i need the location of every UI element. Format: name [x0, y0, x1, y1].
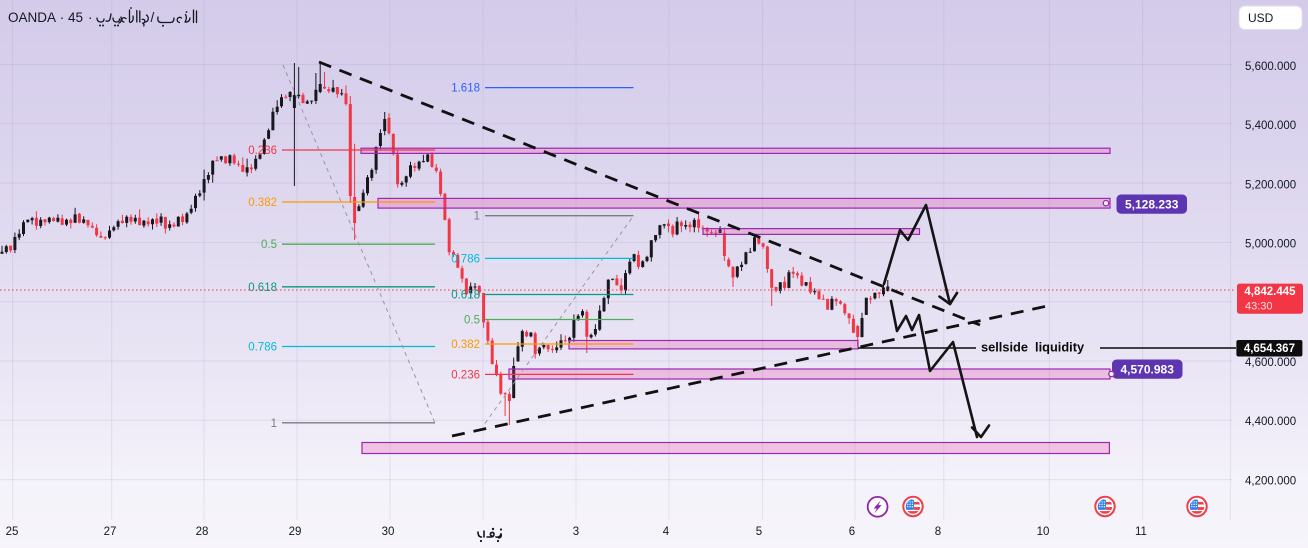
svg-text:0.382: 0.382: [248, 197, 277, 209]
svg-text:1: 1: [474, 211, 480, 223]
svg-text:27: 27: [104, 526, 117, 538]
svg-text:0.786: 0.786: [451, 253, 480, 265]
svg-text:30: 30: [382, 526, 395, 538]
svg-text:11: 11: [1135, 526, 1147, 538]
svg-text:4,842.445: 4,842.445: [1244, 286, 1296, 298]
svg-text:0.382: 0.382: [451, 339, 480, 351]
svg-text:10: 10: [1037, 526, 1050, 538]
svg-text:6: 6: [849, 526, 855, 538]
svg-text:4,200.000: 4,200.000: [1245, 475, 1296, 487]
svg-text:4,654.367: 4,654.367: [1244, 343, 1295, 355]
svg-text:·: ·: [88, 10, 93, 25]
svg-text:4,570.983: 4,570.983: [1121, 363, 1175, 377]
svg-text:0.236: 0.236: [451, 369, 480, 381]
svg-text:4: 4: [663, 526, 670, 538]
svg-text:/: /: [151, 10, 155, 25]
svg-text:5,400.000: 5,400.000: [1245, 120, 1296, 132]
svg-text:0.5: 0.5: [464, 315, 480, 327]
svg-text:3: 3: [573, 526, 579, 538]
svg-text:sellside liquidity: sellside liquidity: [981, 340, 1085, 355]
svg-text:25: 25: [6, 526, 19, 538]
svg-text:0.618: 0.618: [451, 290, 480, 302]
svg-text:0.618: 0.618: [248, 282, 277, 294]
svg-text:43:30: 43:30: [1245, 301, 1273, 313]
svg-text:28: 28: [196, 526, 209, 538]
svg-text:1.618: 1.618: [451, 83, 480, 95]
svg-text:29: 29: [289, 526, 302, 538]
svg-text:5,600.000: 5,600.000: [1245, 61, 1296, 73]
svg-text:OANDA · 45: OANDA · 45: [8, 10, 83, 25]
svg-text:5,000.000: 5,000.000: [1245, 239, 1296, 251]
svg-text:0.5: 0.5: [261, 239, 277, 251]
svg-text:USD: USD: [1248, 11, 1274, 25]
svg-text:0.786: 0.786: [248, 342, 277, 354]
svg-text:4,600.000: 4,600.000: [1245, 357, 1296, 369]
svg-text:5: 5: [756, 526, 762, 538]
svg-text:0.236: 0.236: [248, 145, 277, 157]
svg-text:8: 8: [935, 526, 941, 538]
svg-text:4,400.000: 4,400.000: [1245, 416, 1296, 428]
svg-text:5,200.000: 5,200.000: [1245, 179, 1296, 191]
svg-text:5,128.233: 5,128.233: [1125, 198, 1179, 212]
svg-text:1: 1: [271, 418, 277, 430]
